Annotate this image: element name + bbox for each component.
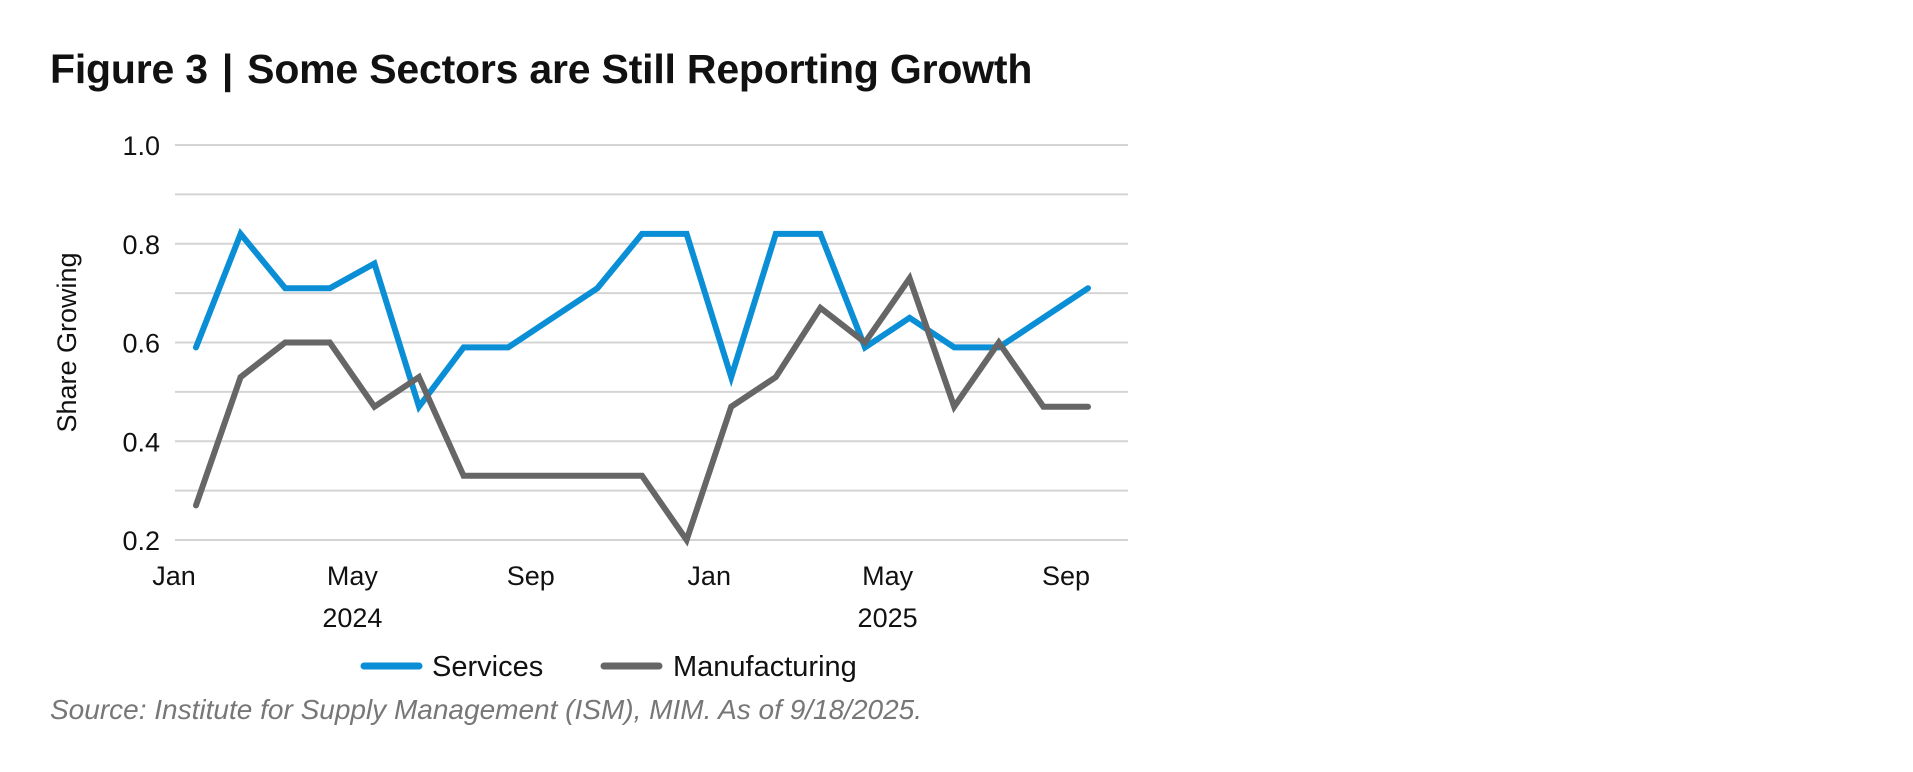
title-separator: | bbox=[221, 46, 234, 92]
chart-title: Figure 3 | Some Sectors are Still Reportin… bbox=[50, 46, 1032, 93]
x-tick-label: Jan bbox=[152, 561, 196, 591]
x-tick-label: Sep bbox=[507, 561, 555, 591]
x-year-label: 2024 bbox=[322, 603, 382, 633]
y-axis: 0.2 0.4 0.6 0.8 1.0 Share Growing bbox=[52, 131, 160, 556]
x-tick-label: Sep bbox=[1042, 561, 1090, 591]
plot-area bbox=[193, 228, 1091, 547]
legend-label-services: Services bbox=[432, 651, 543, 683]
legend: Services Manufacturing bbox=[360, 651, 857, 683]
y-tick-label: 0.2 bbox=[122, 526, 160, 556]
x-year-label: 2025 bbox=[858, 603, 918, 633]
x-axis: Jan May Sep Jan May Sep 2024 2025 bbox=[152, 561, 1090, 633]
gridlines bbox=[175, 144, 1128, 541]
y-axis-label: Share Growing bbox=[52, 252, 82, 432]
figure-label: Figure 3 bbox=[50, 46, 208, 92]
y-tick-label: 0.8 bbox=[122, 230, 160, 260]
source-note: Source: Institute for Supply Management … bbox=[50, 694, 923, 725]
y-tick-label: 1.0 bbox=[122, 131, 160, 161]
series-line-services bbox=[193, 228, 1091, 414]
x-tick-label: Jan bbox=[687, 561, 731, 591]
y-tick-label: 0.6 bbox=[122, 329, 160, 359]
y-tick-label: 0.4 bbox=[122, 427, 160, 457]
title-text: Some Sectors are Still Reporting Growth bbox=[247, 46, 1033, 92]
legend-label-manufacturing: Manufacturing bbox=[673, 651, 857, 683]
series-line-manufacturing bbox=[193, 271, 1091, 547]
x-tick-label: May bbox=[327, 561, 379, 591]
x-tick-label: May bbox=[862, 561, 914, 591]
